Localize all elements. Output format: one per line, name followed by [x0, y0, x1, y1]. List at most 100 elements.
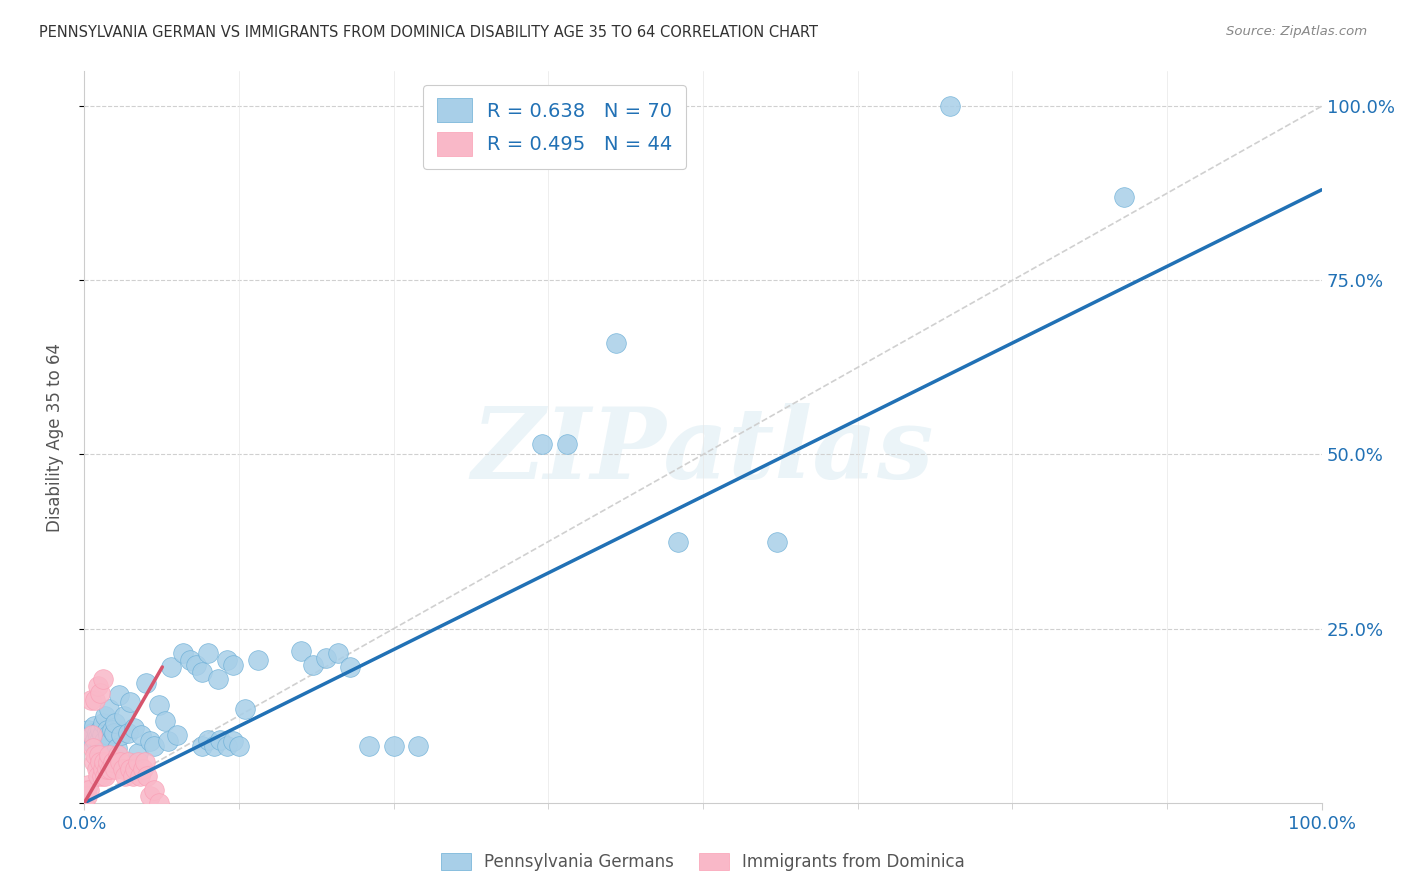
Point: [94, 769, 117, 783]
Point: [117, 726, 139, 740]
Point: [135, 676, 157, 690]
Point: [86, 726, 108, 740]
Point: [86, 763, 108, 777]
Point: [166, 727, 188, 741]
Point: [84, 733, 107, 747]
Point: [101, 756, 124, 770]
Point: [129, 769, 152, 783]
Point: [939, 99, 962, 113]
Point: [93, 734, 115, 748]
Point: [197, 646, 219, 660]
Point: [94, 708, 117, 723]
Legend: R = 0.638   N = 70, R = 0.495   N = 44: R = 0.638 N = 70, R = 0.495 N = 44: [423, 85, 686, 169]
Point: [142, 739, 165, 753]
Point: [73, 796, 96, 810]
Point: [91, 763, 114, 777]
Point: [326, 646, 349, 660]
Point: [77, 723, 100, 737]
Point: [104, 763, 127, 777]
Point: [134, 756, 156, 770]
Point: [110, 756, 132, 770]
Point: [382, 739, 405, 753]
Point: [89, 748, 111, 763]
Text: ZIPatlas: ZIPatlas: [472, 403, 934, 500]
Point: [222, 657, 245, 672]
Point: [339, 660, 361, 674]
Point: [120, 695, 142, 709]
Point: [131, 763, 153, 777]
Point: [148, 698, 170, 713]
Point: [315, 651, 337, 665]
Point: [139, 734, 162, 748]
Point: [90, 769, 112, 783]
Point: [357, 739, 380, 753]
Point: [191, 739, 214, 753]
Point: [233, 702, 256, 716]
Point: [87, 769, 110, 783]
Point: [153, 714, 176, 728]
Point: [157, 734, 180, 748]
Point: [98, 763, 121, 777]
Point: [117, 756, 139, 770]
Point: [110, 727, 132, 741]
Point: [103, 726, 125, 740]
Y-axis label: Disability Age 35 to 64: Disability Age 35 to 64: [45, 343, 63, 532]
Point: [108, 688, 131, 702]
Point: [89, 723, 111, 737]
Point: [105, 741, 128, 756]
Point: [127, 756, 149, 770]
Point: [93, 756, 115, 770]
Point: [76, 789, 98, 803]
Point: [209, 733, 232, 747]
Point: [89, 734, 111, 748]
Point: [83, 719, 105, 733]
Point: [408, 739, 430, 753]
Point: [107, 748, 129, 763]
Text: PENNSYLVANIA GERMAN VS IMMIGRANTS FROM DOMINICA DISABILITY AGE 35 TO 64 CORRELAT: PENNSYLVANIA GERMAN VS IMMIGRANTS FROM D…: [39, 25, 818, 40]
Point: [79, 730, 101, 744]
Point: [84, 692, 107, 706]
Point: [139, 789, 162, 803]
Point: [91, 672, 114, 686]
Point: [89, 756, 111, 770]
Point: [96, 723, 118, 737]
Point: [207, 672, 229, 686]
Point: [246, 653, 269, 667]
Point: [96, 763, 118, 777]
Point: [531, 437, 554, 451]
Point: [98, 734, 121, 748]
Point: [114, 769, 136, 783]
Point: [80, 727, 103, 741]
Point: [122, 721, 145, 735]
Point: [605, 336, 627, 351]
Point: [77, 778, 100, 792]
Point: [98, 748, 121, 763]
Point: [1112, 190, 1135, 204]
Legend: Pennsylvania Germans, Immigrants from Dominica: Pennsylvania Germans, Immigrants from Do…: [433, 845, 973, 880]
Point: [215, 653, 238, 667]
Point: [766, 534, 789, 549]
Point: [172, 646, 194, 660]
Point: [121, 769, 143, 783]
Point: [75, 783, 97, 797]
Point: [83, 756, 105, 770]
Point: [79, 692, 101, 706]
Point: [228, 739, 250, 753]
Point: [290, 644, 312, 658]
Point: [129, 727, 152, 741]
Point: [82, 737, 104, 751]
Point: [120, 763, 142, 777]
Point: [136, 769, 159, 783]
Point: [148, 796, 170, 810]
Point: [197, 733, 219, 747]
Text: Source: ZipAtlas.com: Source: ZipAtlas.com: [1226, 25, 1367, 38]
Point: [112, 708, 135, 723]
Point: [91, 715, 114, 730]
Point: [84, 748, 107, 763]
Point: [202, 739, 225, 753]
Point: [555, 437, 578, 451]
Point: [97, 756, 120, 770]
Point: [80, 726, 103, 740]
Point: [302, 657, 325, 672]
Point: [97, 727, 120, 741]
